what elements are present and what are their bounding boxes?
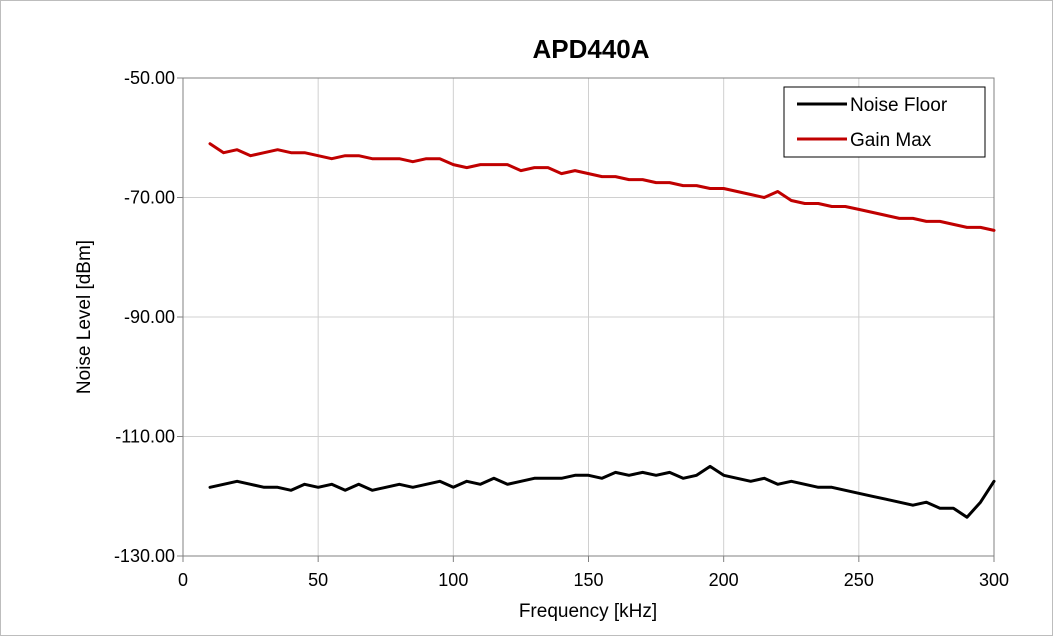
y-tick-label: -130.00 <box>114 546 175 566</box>
y-tick-label: -70.00 <box>124 188 175 208</box>
x-tick-label: 200 <box>709 570 739 590</box>
y-axis-label: Noise Level [dBm] <box>74 240 95 394</box>
x-axis-ticks: 0 50 100 150 200 250 300 <box>178 556 1009 590</box>
y-tick-label: -110.00 <box>115 427 175 447</box>
x-tick-label: 100 <box>438 570 468 590</box>
chart-title: APD440A <box>532 34 649 64</box>
y-axis-ticks: -50.00 -70.00 -90.00 -110.00 -130.00 <box>114 68 183 566</box>
series-line-noise-floor <box>208 464 996 519</box>
x-axis-label: Frequency [kHz] <box>519 601 657 622</box>
x-tick-label: 0 <box>178 570 188 590</box>
legend-box <box>783 86 986 158</box>
x-tick-label: 250 <box>844 570 874 590</box>
series-lines <box>208 142 996 519</box>
horizontal-gridlines <box>183 197 994 437</box>
legend-label-noise-floor: Noise Floor <box>850 95 948 116</box>
y-tick-label: -90.00 <box>124 307 175 327</box>
x-tick-label: 150 <box>573 570 603 590</box>
series-line-gain-max <box>208 142 996 232</box>
legend: Noise Floor Gain Max <box>783 86 986 158</box>
x-tick-label: 300 <box>979 570 1009 590</box>
y-tick-label: -50.00 <box>124 68 175 88</box>
legend-label-gain-max: Gain Max <box>850 130 932 151</box>
x-tick-label: 50 <box>308 570 328 590</box>
